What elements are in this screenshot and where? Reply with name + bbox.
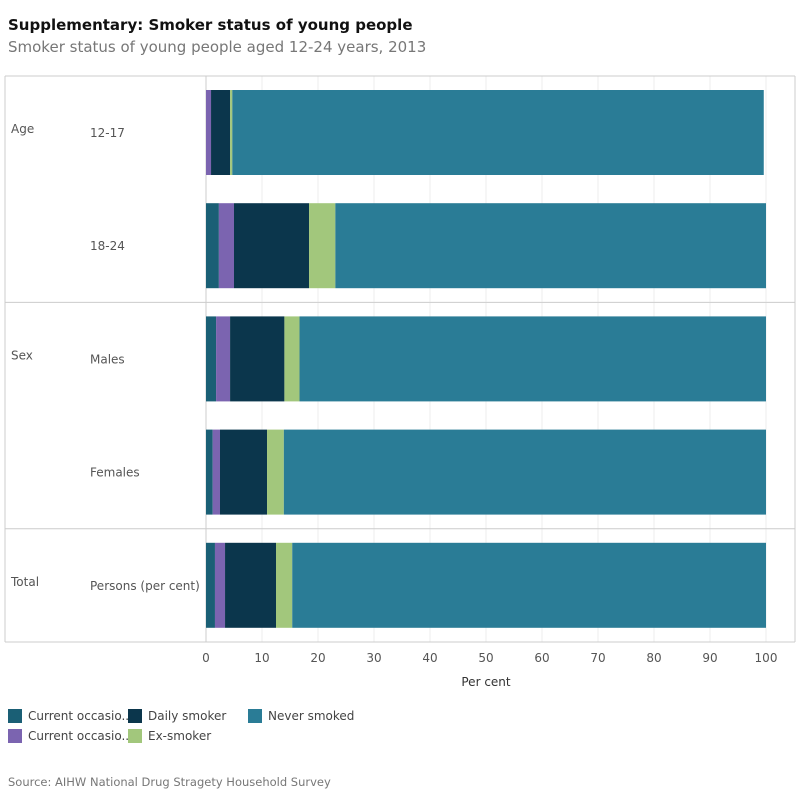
x-tick-label: 100 — [755, 651, 778, 665]
legend-label: Current occasio.. — [28, 729, 130, 743]
x-tick-label: 30 — [366, 651, 381, 665]
bar-segment — [232, 90, 764, 175]
source-note: Source: AIHW National Drug Stragety Hous… — [8, 775, 331, 789]
legend-item-ex-smoker[interactable]: Ex-smoker — [128, 729, 211, 743]
legend-label: Current occasio.. — [28, 709, 130, 723]
legend-item-never-smoked[interactable]: Never smoked — [248, 709, 354, 723]
legend-label: Ex-smoker — [148, 729, 212, 743]
legend-swatch — [8, 729, 22, 743]
x-tick-label: 10 — [254, 651, 269, 665]
x-tick-label: 40 — [422, 651, 437, 665]
bar-segment — [216, 316, 231, 402]
x-tick-label: 50 — [478, 651, 493, 665]
bar-segment — [206, 429, 213, 515]
bar-segment — [206, 316, 217, 402]
bar-segment — [267, 429, 284, 515]
bar-segment — [299, 316, 766, 402]
bar-segment — [206, 203, 219, 289]
x-tick-label: 70 — [590, 651, 605, 665]
x-tick-label: 90 — [702, 651, 717, 665]
legend-swatch — [128, 729, 142, 743]
row-label: Females — [90, 466, 140, 480]
bar-segment — [230, 316, 285, 402]
group-label: Total — [10, 575, 39, 589]
row-label: 18-24 — [90, 239, 125, 253]
bar-segment — [206, 542, 215, 628]
group-label: Age — [11, 122, 34, 136]
legend-item-current-occasional-1[interactable]: Current occasio.. — [8, 709, 129, 723]
bar-segment — [206, 90, 212, 175]
x-tick-label: 20 — [310, 651, 325, 665]
bar-segment — [230, 90, 233, 175]
group-label: Sex — [11, 348, 33, 362]
bar-segment — [283, 429, 766, 515]
bar-segment — [225, 542, 276, 628]
bar-segment — [234, 203, 310, 289]
bar-segment — [220, 429, 268, 515]
legend-swatch — [128, 709, 142, 723]
legend-swatch — [8, 709, 22, 723]
legend-item-current-occasional-2[interactable]: Current occasio.. — [8, 729, 129, 743]
legend-swatch — [248, 709, 262, 723]
bar-segment — [218, 203, 234, 289]
bar-segment — [211, 90, 231, 175]
bar-segment — [214, 542, 226, 628]
legend-label: Daily smoker — [148, 709, 227, 723]
row-label: Males — [90, 352, 125, 366]
row-label: Persons (per cent) — [90, 579, 200, 593]
row-label: 12-17 — [90, 126, 125, 140]
stacked-bar-chart: 0 10 20 30 40 50 60 70 80 90 100 Per cent Age 12-17 18… — [4, 75, 796, 689]
bar-segment — [212, 429, 220, 515]
bar-segment — [335, 203, 766, 289]
legend-item-daily-smoker[interactable]: Daily smoker — [128, 709, 226, 723]
x-axis-title: Per cent — [461, 675, 511, 689]
chart-subtitle: Smoker status of young people aged 12-24… — [8, 38, 427, 56]
bar-segment — [276, 542, 293, 628]
legend-label: Never smoked — [268, 709, 355, 723]
bar-segment — [284, 316, 300, 402]
chart-title: Supplementary: Smoker status of young pe… — [8, 16, 413, 34]
bar-segment — [309, 203, 336, 289]
x-tick-label: 60 — [534, 651, 549, 665]
x-tick-label: 80 — [646, 651, 661, 665]
x-tick-label: 0 — [202, 651, 210, 665]
bar-segment — [292, 542, 766, 628]
